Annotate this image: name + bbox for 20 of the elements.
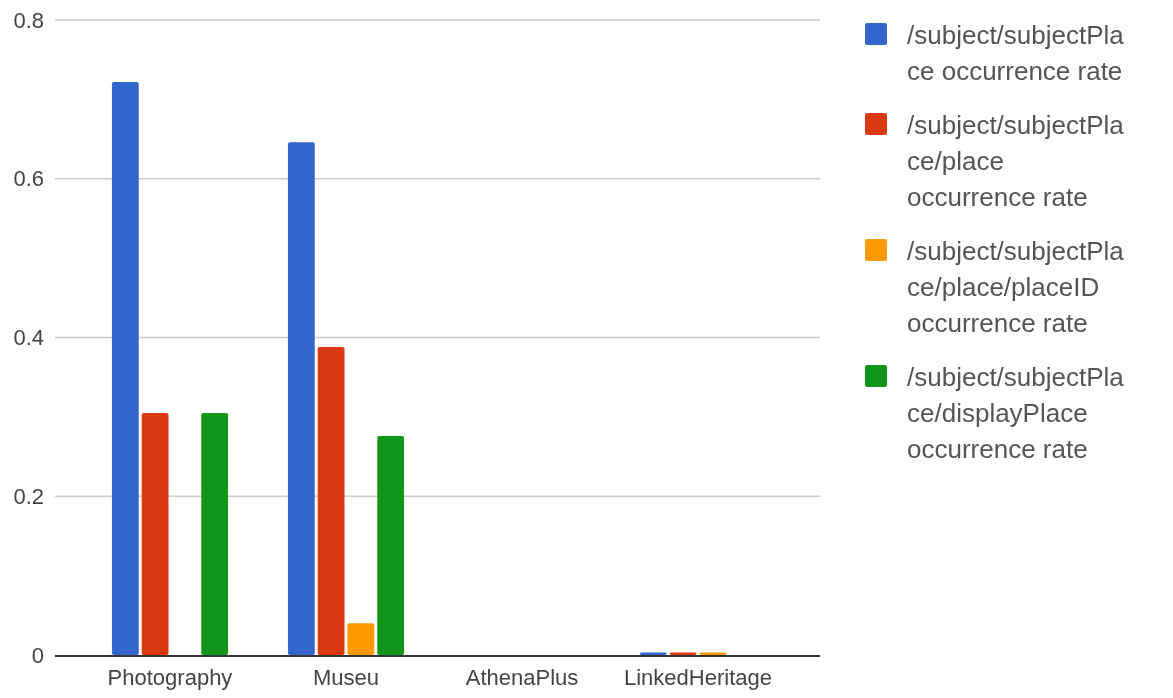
- y-tick-label: 0: [31, 642, 44, 668]
- y-tick-label: 0.4: [13, 325, 44, 351]
- bar: [201, 412, 229, 655]
- bar: [317, 347, 345, 655]
- x-tick-label: Museu: [312, 665, 380, 690]
- y-tick-label: 0.2: [13, 483, 44, 509]
- legend-label: /subject/subjectPlace/place occurrence rate: [907, 110, 1125, 213]
- bar: [347, 623, 375, 655]
- y-tick-label: 0.6: [13, 166, 44, 192]
- legend-label: /subject/subjectPlace occurrence rate: [907, 20, 1125, 87]
- legend-label: /subject/subjectPlace/displayPlace occurrence rate: [907, 362, 1125, 465]
- x-tick-label: LinkedHeritage: [624, 665, 772, 690]
- legend-label: /subject/subjectPlace/place/placeID occurrence rate: [907, 236, 1125, 339]
- y-tick-label: 0.8: [13, 7, 44, 33]
- bar: [287, 142, 315, 655]
- bar: [111, 81, 139, 655]
- bar: [377, 435, 405, 655]
- x-tick-label: Photography: [107, 665, 233, 690]
- bar: [141, 412, 169, 655]
- x-tick-label: AthenaPlus: [465, 665, 579, 690]
